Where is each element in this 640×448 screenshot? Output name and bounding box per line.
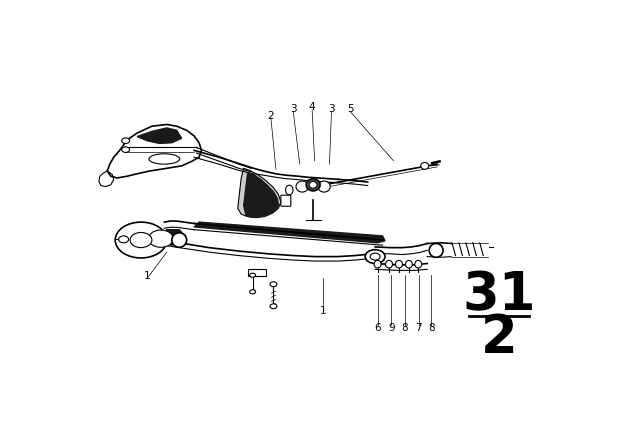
Text: 7: 7 [415, 323, 422, 333]
Circle shape [270, 304, 277, 309]
Polygon shape [237, 168, 281, 218]
Circle shape [250, 273, 255, 277]
Ellipse shape [415, 260, 422, 268]
Circle shape [250, 290, 255, 294]
Text: 1: 1 [320, 306, 326, 316]
Circle shape [122, 138, 129, 143]
Ellipse shape [429, 244, 443, 257]
Text: 2: 2 [268, 111, 275, 121]
Text: 31: 31 [462, 269, 536, 321]
Text: 6: 6 [374, 323, 381, 333]
Polygon shape [137, 128, 182, 143]
Text: 3: 3 [290, 104, 296, 114]
Ellipse shape [405, 260, 412, 268]
Polygon shape [194, 222, 385, 243]
FancyBboxPatch shape [248, 269, 266, 276]
Ellipse shape [172, 233, 187, 247]
Circle shape [370, 253, 380, 260]
Ellipse shape [306, 179, 320, 191]
Circle shape [270, 282, 277, 287]
Text: 8: 8 [401, 323, 408, 333]
Circle shape [122, 147, 129, 152]
Ellipse shape [396, 260, 403, 268]
FancyBboxPatch shape [281, 195, 291, 206]
Circle shape [118, 236, 129, 243]
Circle shape [130, 233, 152, 248]
Text: 8: 8 [428, 323, 435, 333]
Ellipse shape [296, 181, 308, 192]
Polygon shape [164, 230, 184, 245]
Text: 3: 3 [328, 104, 335, 114]
Text: 9: 9 [388, 323, 395, 333]
Text: 4: 4 [309, 102, 316, 112]
Circle shape [115, 222, 167, 258]
Ellipse shape [318, 181, 330, 192]
Circle shape [148, 230, 173, 247]
Ellipse shape [420, 163, 429, 169]
Text: 5: 5 [347, 104, 354, 114]
Polygon shape [244, 173, 278, 217]
Text: 2: 2 [481, 312, 518, 364]
Ellipse shape [149, 154, 180, 164]
Ellipse shape [285, 185, 293, 195]
Ellipse shape [309, 181, 317, 188]
Text: 1: 1 [143, 271, 150, 281]
Ellipse shape [374, 260, 381, 268]
Ellipse shape [385, 260, 392, 268]
Circle shape [365, 250, 385, 263]
